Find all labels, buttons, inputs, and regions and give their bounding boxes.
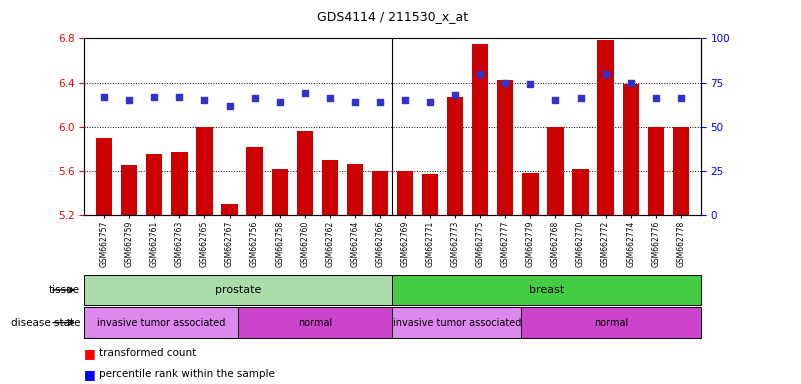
- Text: ■: ■: [84, 347, 96, 360]
- Bar: [472, 44, 489, 215]
- Point: [248, 95, 261, 101]
- Text: normal: normal: [298, 318, 332, 328]
- Bar: [392, 275, 701, 305]
- Point: [173, 94, 186, 100]
- Bar: [146, 154, 163, 215]
- Bar: [96, 138, 112, 215]
- Point: [348, 99, 361, 105]
- Bar: [497, 80, 513, 215]
- Point: [148, 94, 161, 100]
- Point: [549, 97, 562, 103]
- Point: [273, 99, 286, 105]
- Bar: [647, 127, 664, 215]
- Bar: [84, 275, 392, 305]
- Bar: [372, 171, 388, 215]
- Point: [624, 79, 637, 86]
- Point: [574, 95, 587, 101]
- Bar: [296, 131, 313, 215]
- Text: disease state: disease state: [10, 318, 80, 328]
- Bar: [121, 166, 138, 215]
- Text: invasive tumor associated: invasive tumor associated: [97, 318, 225, 328]
- Bar: [521, 307, 701, 338]
- Point: [123, 97, 135, 103]
- Bar: [84, 307, 239, 338]
- Text: GDS4114 / 211530_x_at: GDS4114 / 211530_x_at: [317, 10, 468, 23]
- Point: [524, 81, 537, 88]
- Bar: [447, 97, 463, 215]
- Point: [674, 95, 687, 101]
- Bar: [598, 40, 614, 215]
- Text: transformed count: transformed count: [99, 348, 195, 358]
- Bar: [239, 307, 392, 338]
- Point: [223, 103, 236, 109]
- Bar: [673, 127, 689, 215]
- Text: tissue: tissue: [49, 285, 80, 295]
- Bar: [547, 127, 564, 215]
- Point: [424, 99, 437, 105]
- Point: [449, 92, 461, 98]
- Point: [499, 79, 512, 86]
- Text: percentile rank within the sample: percentile rank within the sample: [99, 369, 275, 379]
- Bar: [422, 174, 438, 215]
- Bar: [396, 171, 413, 215]
- Text: invasive tumor associated: invasive tumor associated: [392, 318, 521, 328]
- Bar: [322, 160, 338, 215]
- Point: [198, 97, 211, 103]
- Bar: [573, 169, 589, 215]
- Bar: [247, 147, 263, 215]
- Bar: [221, 204, 238, 215]
- Point: [399, 97, 412, 103]
- Bar: [272, 169, 288, 215]
- Bar: [622, 84, 639, 215]
- Point: [373, 99, 386, 105]
- Bar: [522, 173, 538, 215]
- Bar: [196, 127, 212, 215]
- Bar: [347, 164, 363, 215]
- Text: prostate: prostate: [215, 285, 261, 295]
- Bar: [171, 152, 187, 215]
- Point: [324, 95, 336, 101]
- Text: breast: breast: [529, 285, 565, 295]
- Point: [650, 95, 662, 101]
- Text: ■: ■: [84, 368, 96, 381]
- Point: [298, 90, 311, 96]
- Bar: [392, 307, 521, 338]
- Point: [599, 71, 612, 77]
- Point: [474, 71, 487, 77]
- Text: normal: normal: [594, 318, 628, 328]
- Point: [98, 94, 111, 100]
